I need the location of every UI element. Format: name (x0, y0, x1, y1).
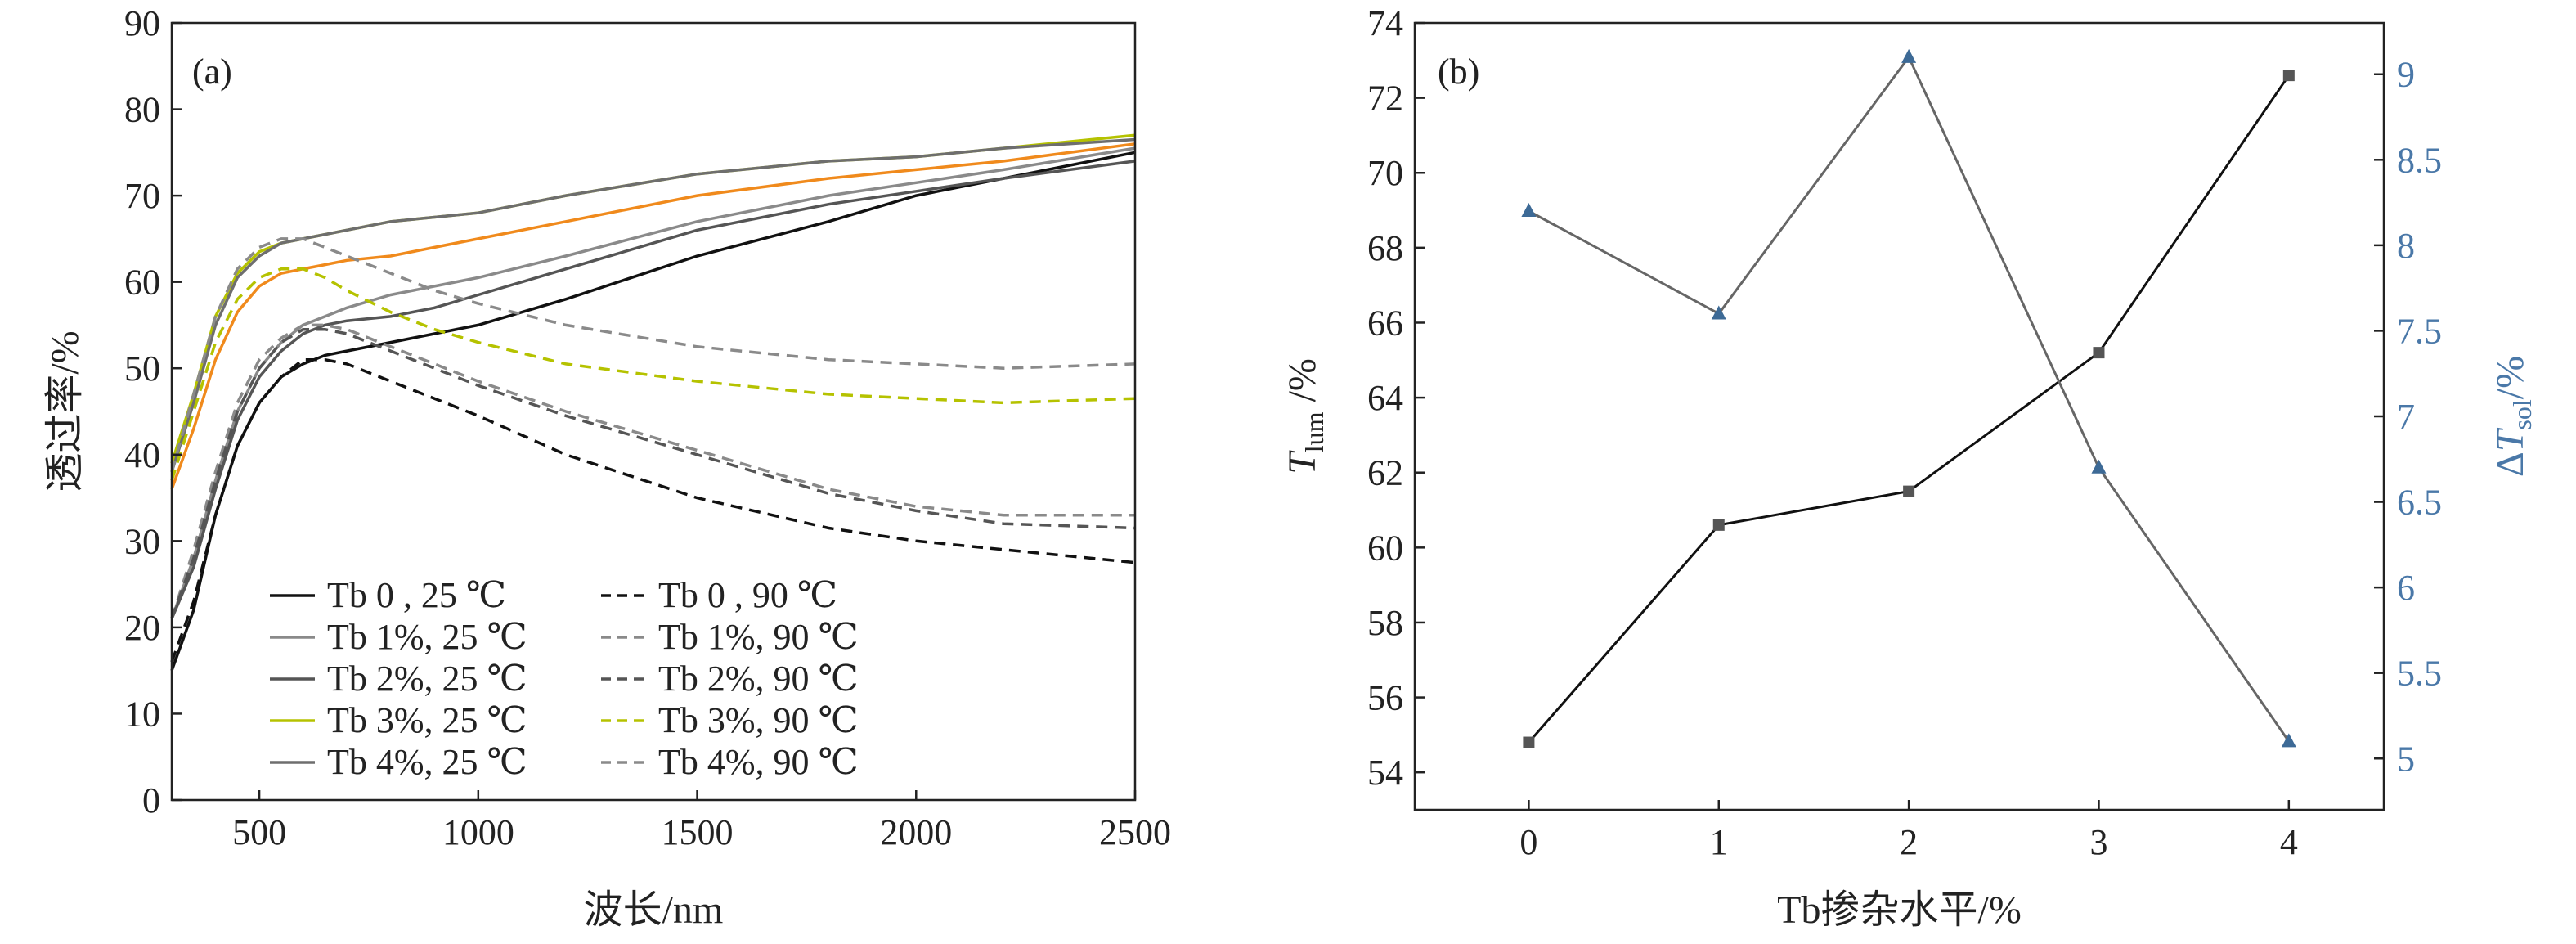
series-line-8 (170, 327, 1136, 619)
panel-label-b: (b) (1438, 52, 1479, 92)
y-tick-label: 20 (124, 608, 160, 648)
plot-frame-b (1413, 21, 2385, 811)
data-point-dtsol (1711, 305, 1726, 320)
data-point-tlum (1523, 736, 1535, 748)
y-tick-label: 70 (124, 176, 160, 216)
y-left-tick-label: 68 (1367, 228, 1403, 268)
data-point-tlum (1712, 519, 1725, 531)
legend-label-dashed: Tb 4%, 90 ℃ (658, 742, 859, 782)
x-axis-title-b: Tb掺杂水平/% (1777, 888, 2022, 932)
series-line-dtsol (1528, 54, 2291, 743)
x-tick-label: 500 (232, 812, 286, 852)
y-tick-label: 40 (124, 435, 160, 475)
y-axis-title-a: 透过率/% (43, 330, 87, 492)
y-right-tick-label: 5 (2397, 739, 2415, 779)
series-line-4 (170, 142, 1136, 490)
data-point-dtsol (2281, 733, 2296, 748)
data-point-tlum (2282, 70, 2295, 82)
y-left-tick-label: 58 (1367, 603, 1403, 643)
y-right-tick-label: 6.5 (2397, 483, 2442, 523)
x-tick-label: 1 (1710, 822, 1728, 862)
y-tick-label: 10 (124, 694, 160, 734)
x-tick-label: 2 (1900, 822, 1918, 862)
y-left-tick-label: 56 (1367, 678, 1403, 718)
y-left-tick-label: 74 (1367, 3, 1403, 43)
series-line-7 (170, 323, 1135, 619)
data-point-tlum (2093, 347, 2105, 359)
y-left-tick-label: 70 (1367, 153, 1403, 193)
y-left-tick-label: 72 (1367, 79, 1403, 119)
series-line-9 (170, 267, 1136, 481)
y-right-tick-label: 6 (2397, 568, 2415, 608)
y-tick-label: 30 (124, 521, 160, 561)
panel-b: 0 1 2 3 4 54 56 58 60 62 64 66 68 70 72 74 5 5.5 6 6.5 7 7.5 8… (1281, 3, 2537, 932)
data-point-dtsol (1901, 48, 1917, 63)
legend-label-solid: Tb 4%, 25 ℃ (327, 742, 527, 782)
data-point-dtsol (1521, 203, 1537, 218)
y-right-tick-label: 5.5 (2397, 654, 2442, 694)
y-right-tick-label: 8.5 (2397, 140, 2442, 180)
y-left-tick-label: 64 (1367, 378, 1403, 418)
y-axis-title-right: ΔTsol/% (2488, 356, 2537, 477)
data-point-dtsol (2091, 459, 2107, 474)
legend-label-solid: Tb 1%, 25 ℃ (327, 617, 527, 657)
y-right-tick-label: 7.5 (2397, 311, 2442, 351)
y-tick-label: 80 (124, 90, 160, 130)
x-tick-label: 4 (2280, 822, 2298, 862)
y-tick-label: 50 (124, 348, 160, 389)
series-line-6 (170, 357, 1136, 663)
x-tick-label: 2000 (880, 812, 952, 852)
y-left-tick-label: 66 (1367, 303, 1403, 343)
x-tick-label: 1500 (662, 812, 734, 852)
y-axis-title-left: Tlum /% (1281, 358, 1329, 474)
y-left-tick-label: 62 (1367, 453, 1403, 493)
y-tick-label: 90 (124, 3, 160, 43)
panel-a: 500 1000 1500 2000 2500 0 10 20 30 40 50 60 70 80 90 波长… (43, 3, 1171, 932)
y-tick-label: 60 (124, 263, 160, 303)
data-point-tlum (1903, 485, 1915, 497)
panel-label-a: (a) (192, 52, 232, 92)
series-line-2 (170, 160, 1136, 619)
x-tick-label: 0 (1519, 822, 1537, 862)
legend-label-dashed: Tb 2%, 90 ℃ (658, 659, 859, 699)
x-tick-label: 2500 (1099, 812, 1171, 852)
legend-label-dashed: Tb 1%, 90 ℃ (658, 617, 859, 657)
y-right-tick-label: 8 (2397, 226, 2415, 266)
y-tick-label: 0 (142, 780, 160, 820)
legend-label-solid: Tb 2%, 25 ℃ (327, 659, 527, 699)
x-axis-title-a: 波长/nm (584, 888, 724, 932)
y-left-tick-label: 60 (1367, 528, 1403, 568)
series-line-10 (170, 237, 1136, 473)
legend-label-solid: Tb 3%, 25 ℃ (327, 700, 527, 740)
series-line-tlum (1528, 74, 2291, 744)
series-line-3 (170, 133, 1136, 464)
x-tick-label: 3 (2089, 822, 2107, 862)
series-line-5 (170, 137, 1136, 473)
legend-label-dashed: Tb 0 , 90 ℃ (658, 575, 837, 615)
y-right-tick-label: 7 (2397, 397, 2415, 437)
plot-frame-a (170, 21, 1137, 802)
y-right-tick-label: 9 (2397, 55, 2415, 95)
x-tick-label: 1000 (442, 812, 514, 852)
legend-label-solid: Tb 0 , 25 ℃ (327, 575, 506, 615)
y-left-tick-label: 54 (1367, 753, 1403, 793)
legend-label-dashed: Tb 3%, 90 ℃ (658, 700, 859, 740)
series-line-0 (170, 151, 1136, 672)
